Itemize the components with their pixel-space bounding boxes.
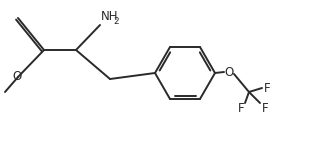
Text: F: F — [238, 102, 244, 115]
Text: F: F — [262, 102, 268, 115]
Text: NH: NH — [101, 10, 118, 23]
Text: 2: 2 — [113, 17, 119, 26]
Text: O: O — [224, 66, 234, 78]
Text: F: F — [264, 82, 270, 95]
Text: O: O — [12, 71, 22, 84]
